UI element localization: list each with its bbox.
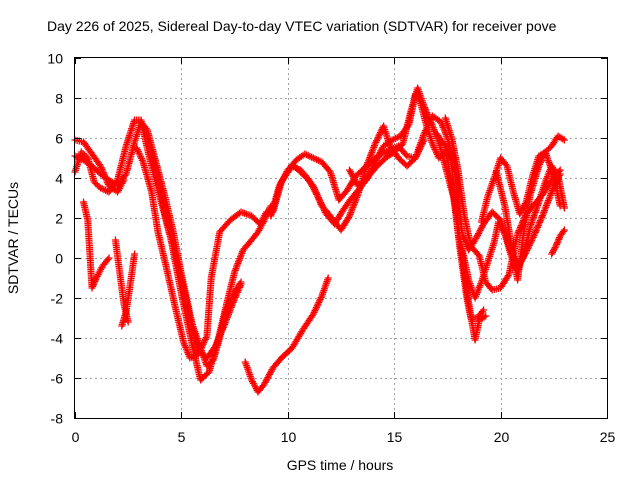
interpolated-markers [493, 150, 564, 282]
x-axis-label: GPS time / hours [287, 457, 394, 473]
plot-frame [74, 57, 608, 419]
interpolated-markers [434, 132, 488, 342]
y-tick-label: -4 [51, 331, 64, 347]
y-tick-label: 4 [55, 171, 63, 187]
series-track-3 [71, 136, 128, 196]
interpolated-markers [269, 86, 486, 322]
interpolated-markers [80, 200, 112, 290]
interpolated-markers [242, 276, 332, 394]
y-tick-label: -6 [51, 371, 64, 387]
y-tick-label: 10 [47, 51, 63, 67]
x-tick-label: 0 [72, 429, 80, 445]
interpolated-markers [549, 228, 567, 256]
x-tick-label: 25 [600, 429, 616, 445]
y-tick-label: 2 [55, 211, 63, 227]
y-tick-label: -8 [51, 411, 64, 427]
interpolated-markers [73, 137, 127, 195]
series-track-14 [433, 130, 490, 344]
y-axis-label: SDTVAR / TECUs [5, 182, 21, 294]
grid [75, 58, 607, 418]
series-track-8 [148, 148, 245, 370]
y-tick-label: 0 [55, 251, 63, 267]
data-marks [71, 84, 568, 396]
axis-ticks: 0 5 10 15 20 25 -8 -6 -4 -2 0 2 4 6 8 10 [47, 51, 615, 446]
y-tick-label: 8 [55, 91, 63, 107]
series-track-9 [241, 274, 332, 396]
x-tick-label: 10 [281, 429, 297, 445]
interpolated-markers [112, 238, 132, 324]
series-track-6 [80, 198, 113, 292]
data-point [420, 136, 428, 144]
y-tick-label: -2 [51, 291, 64, 307]
y-tick-label: 6 [55, 131, 63, 147]
x-tick-label: 15 [387, 429, 403, 445]
chart-title: Day 226 of 2025, Sidereal Day-to-day VTE… [47, 18, 557, 34]
x-tick-label: 5 [178, 429, 186, 445]
interpolated-markers [118, 252, 138, 328]
series-track-19 [548, 226, 568, 258]
series-track-5 [118, 250, 139, 330]
series-track-18 [492, 148, 564, 284]
x-tick-label: 20 [494, 429, 510, 445]
interpolated-markers [148, 150, 244, 368]
